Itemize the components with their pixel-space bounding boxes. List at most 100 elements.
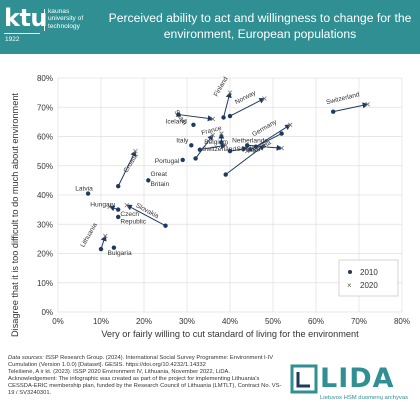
legend-cross-marker: × — [347, 281, 352, 290]
change-arrow — [223, 91, 232, 118]
point-2010 — [111, 245, 117, 250]
point-2010 — [180, 157, 185, 163]
point-2020 — [103, 233, 108, 239]
point-2020 — [107, 204, 112, 209]
country-label: Belgium — [204, 139, 228, 146]
x-tick-label: 0% — [52, 317, 64, 326]
x-tick-label: 70% — [351, 317, 367, 326]
country-label: Switzerland — [326, 91, 361, 106]
legend-label-2010: 2010 — [360, 268, 378, 277]
change-arrow — [178, 114, 214, 122]
header-band: ktu 1922 kaunas university of technology… — [0, 0, 420, 54]
country-label: Republic — [120, 219, 146, 226]
footer-credits: Data sources: ISSP Research Group. (2024… — [8, 355, 286, 398]
change-arrow — [333, 102, 369, 113]
point-2010 — [98, 246, 104, 252]
change-arrow — [195, 134, 214, 159]
x-tick-label: 30% — [179, 317, 195, 326]
y-axis-label: Disagree that it is too difficult to do … — [10, 93, 20, 337]
point-2020 — [223, 142, 228, 148]
point-2010 — [191, 122, 196, 128]
chart-title: Perceived ability to act and willingness… — [108, 11, 412, 41]
point-2010 — [253, 144, 258, 149]
country-label: Lithuania — [79, 222, 99, 249]
point-2020 — [244, 148, 250, 154]
point-2010 — [189, 143, 194, 148]
y-tick-label: 50% — [37, 162, 53, 171]
point-2020 — [124, 202, 130, 208]
point-2020 — [262, 142, 267, 148]
y-tick-label: 20% — [37, 250, 53, 259]
points — [85, 90, 370, 252]
sources-label: Data sources: — [8, 355, 44, 361]
change-arrow — [229, 146, 249, 152]
point-2010 — [85, 191, 91, 196]
legend-dot-marker — [348, 270, 352, 274]
point-2010 — [116, 184, 121, 189]
y-tick-label: 70% — [37, 103, 53, 112]
citation-line: Telešienė, A ir kt. (2023). ISSP 2020 En… — [8, 369, 231, 376]
logo-year: 1922 — [5, 36, 20, 43]
point-2010 — [116, 214, 121, 220]
acknowledgement-line: Acknowledgement: The infographic was cre… — [8, 376, 282, 397]
country-label: Czech — [120, 211, 139, 218]
country-label: Portugal — [155, 158, 180, 165]
change-arrow — [229, 98, 266, 117]
point-2010 — [227, 148, 233, 154]
change-arrow — [117, 150, 136, 187]
axes: 0% 10% 20% 30% 40% 50% 60% 70% 80% 0% 10% 20% 30% 40%… — [37, 74, 410, 326]
country-label: Switzerland — [202, 146, 236, 153]
point-2010 — [223, 172, 228, 177]
x-tick-label: 40% — [222, 317, 238, 326]
point-labels: Latvia Croatia Great Britain Hungary CzechRep… — [75, 75, 360, 256]
point-2010 — [116, 207, 121, 212]
country-label: Hungary — [90, 202, 116, 209]
x-tick-label: 60% — [308, 317, 324, 326]
logo-separator — [44, 9, 45, 31]
logo-mark: ktu — [4, 4, 48, 32]
point-2010 — [279, 131, 284, 136]
x-tick-label: 20% — [136, 317, 152, 326]
y-tick-label: 30% — [37, 220, 53, 229]
logo-wordmark: kaunas university of technology — [48, 8, 83, 30]
point-2010 — [245, 143, 250, 148]
point-2020 — [262, 96, 267, 101]
y-tick-label: 0% — [41, 308, 53, 317]
point-2010 — [221, 115, 226, 120]
country-label: Italy — [176, 137, 189, 144]
lida-subtitle: Lietuvos HSM duomenų archyvas — [320, 395, 409, 401]
logo-line-3: technology — [48, 22, 80, 30]
point-2020 — [210, 116, 216, 122]
legend-box — [338, 259, 399, 297]
point-2020 — [219, 131, 224, 136]
point-2010 — [219, 140, 224, 145]
country-label: Croatia — [123, 152, 140, 174]
change-arrow — [125, 204, 166, 227]
x-axis-label: Very or fairly willing to cut standard o… — [101, 329, 359, 339]
y-tick-label: 10% — [37, 279, 53, 288]
grid — [57, 77, 403, 313]
country-label: Latvia — [75, 186, 93, 193]
country-label: Sweden — [236, 146, 260, 153]
point-2020 — [287, 122, 293, 128]
point-2010 — [163, 223, 168, 228]
point-2020 — [227, 90, 233, 95]
point-2010 — [146, 178, 151, 183]
change-arrow — [255, 124, 292, 148]
country-label: Netherlands — [232, 137, 268, 144]
legend-label-2020: 2020 — [360, 281, 378, 290]
point-2020 — [133, 148, 138, 154]
point-2010 — [197, 147, 203, 152]
point-2020 — [279, 145, 284, 151]
x-tick-label: 50% — [265, 317, 281, 326]
y-tick-label: 80% — [37, 74, 53, 83]
country-label: Finland — [213, 75, 230, 98]
point-2010 — [193, 156, 198, 161]
country-label: Britain — [150, 181, 169, 188]
scatter-chart: 0% 10% 20% 30% 40% 50% 60% 70% 80% 0% 10% 20% 30% 40%… — [10, 74, 410, 339]
lida-name: LIDA — [320, 363, 395, 394]
legend: 2010 × 2020 — [338, 259, 399, 297]
lida-logo: LIDA Lietuvos HSM duomenų archyvas — [290, 362, 415, 406]
sources-text: ISSP Research Group. (2024). Internation… — [8, 355, 274, 369]
change-arrow — [225, 144, 266, 175]
